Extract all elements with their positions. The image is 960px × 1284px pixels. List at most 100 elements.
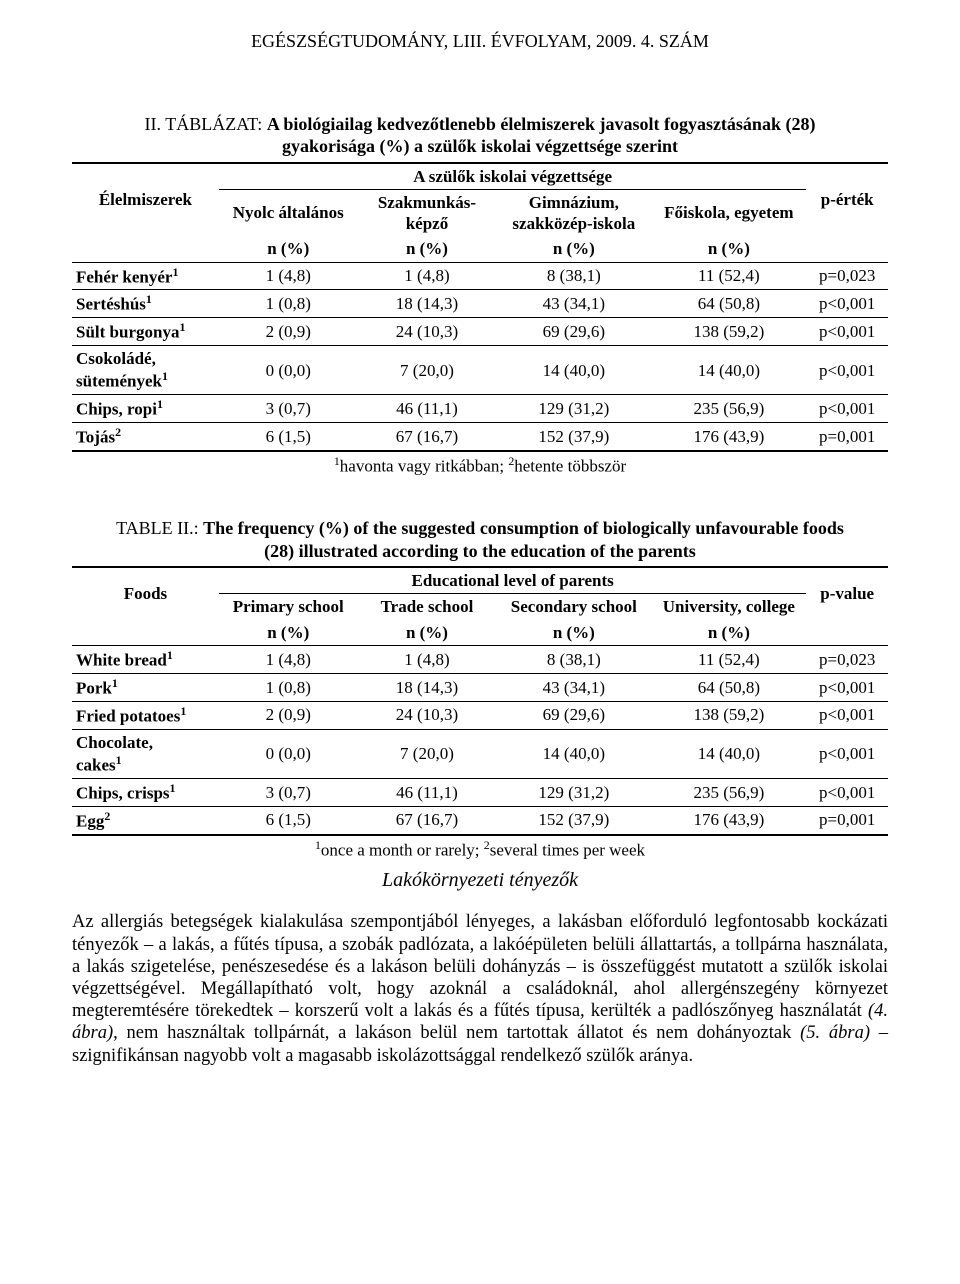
row-label: Fehér kenyér1: [72, 262, 219, 290]
row-label: Tojás2: [72, 423, 219, 451]
row-label: Chips, ropi1: [72, 395, 219, 423]
t2-body: White bread11 (4,8)1 (4,8)8 (38,1)11 (52…: [72, 645, 888, 834]
para-part-2: , nem használtak tollpárnát, a lakáson b…: [113, 1023, 800, 1043]
para-part-3: (5. ábra): [800, 1023, 870, 1043]
table-cell: 1 (4,8): [358, 262, 497, 290]
p-value-cell: p=0,001: [806, 806, 888, 834]
t2-h-c1: Primary school: [219, 594, 358, 620]
t2-h-span: Educational level of parents: [219, 567, 807, 594]
t2-u5: [806, 620, 888, 646]
table-row: Chips, ropi13 (0,7)46 (11,1)129 (31,2)23…: [72, 395, 888, 423]
table-row: Tojás26 (1,5)67 (16,7)152 (37,9)176 (43,…: [72, 423, 888, 451]
table1-caption-line1: A biológiailag kedvezőtlenebb élelmiszer…: [267, 114, 816, 134]
table-cell: 46 (11,1): [358, 778, 497, 806]
running-header: EGÉSZSÉGTUDOMÁNY, LIII. ÉVFOLYAM, 2009. …: [72, 30, 888, 53]
t1-h-span: A szülők iskolai végzettsége: [219, 163, 807, 190]
table-cell: 1 (4,8): [219, 645, 358, 673]
table1-footnote: 1havonta vagy ritkábban; 2hetente többsz…: [72, 454, 888, 477]
t1-u4: n (%): [651, 236, 806, 262]
table-cell: 7 (20,0): [358, 346, 497, 395]
table-cell: 24 (10,3): [358, 701, 497, 729]
table-row: White bread11 (4,8)1 (4,8)8 (38,1)11 (52…: [72, 645, 888, 673]
table2-caption: TABLE II.: The frequency (%) of the sugg…: [72, 517, 888, 562]
table-cell: 176 (43,9): [651, 423, 806, 451]
t2-u2: n (%): [358, 620, 497, 646]
t1-h-c4: Főiskola, egyetem: [651, 189, 806, 236]
p-value-cell: p<0,001: [806, 346, 888, 395]
t1-u2: n (%): [358, 236, 497, 262]
table-row: Sült burgonya12 (0,9)24 (10,3)69 (29,6)1…: [72, 318, 888, 346]
row-label: Chocolate,cakes1: [72, 729, 219, 778]
table-cell: 64 (50,8): [651, 290, 806, 318]
t2-h-blank: [72, 620, 219, 646]
table-cell: 7 (20,0): [358, 729, 497, 778]
table-cell: 8 (38,1): [496, 645, 651, 673]
table-cell: 1 (4,8): [358, 645, 497, 673]
t2-fn-t2: several times per week: [490, 840, 645, 859]
table-cell: 6 (1,5): [219, 423, 358, 451]
t2-u3: n (%): [496, 620, 651, 646]
table-cell: 235 (56,9): [651, 395, 806, 423]
p-value-cell: p=0,023: [806, 645, 888, 673]
table-cell: 24 (10,3): [358, 318, 497, 346]
table-cell: 138 (59,2): [651, 701, 806, 729]
table-cell: 2 (0,9): [219, 701, 358, 729]
table-row: Sertéshús11 (0,8)18 (14,3)43 (34,1)64 (5…: [72, 290, 888, 318]
row-label: White bread1: [72, 645, 219, 673]
p-value-cell: p<0,001: [806, 318, 888, 346]
t1-h-c3: Gimnázium,szakközép-iskola: [496, 189, 651, 236]
p-value-cell: p<0,001: [806, 701, 888, 729]
table-cell: 64 (50,8): [651, 673, 806, 701]
row-label: Sült burgonya1: [72, 318, 219, 346]
t1-fn-t1: havonta vagy ritkábban;: [340, 457, 509, 476]
p-value-cell: p<0,001: [806, 290, 888, 318]
t2-u1: n (%): [219, 620, 358, 646]
table-cell: 3 (0,7): [219, 395, 358, 423]
table-row: Fried potatoes12 (0,9)24 (10,3)69 (29,6)…: [72, 701, 888, 729]
table-cell: 0 (0,0): [219, 346, 358, 395]
table-cell: 43 (34,1): [496, 673, 651, 701]
table-row: Egg26 (1,5)67 (16,7)152 (37,9)176 (43,9)…: [72, 806, 888, 834]
table-cell: 18 (14,3): [358, 673, 497, 701]
table-cell: 14 (40,0): [651, 346, 806, 395]
table-cell: 129 (31,2): [496, 778, 651, 806]
table-cell: 3 (0,7): [219, 778, 358, 806]
table-row: Csokoládé,sütemények10 (0,0)7 (20,0)14 (…: [72, 346, 888, 395]
table-cell: 1 (0,8): [219, 290, 358, 318]
t1-h-rowhead: Élelmiszerek: [72, 163, 219, 237]
t2-h-c4: University, college: [651, 594, 806, 620]
t1-body: Fehér kenyér11 (4,8)1 (4,8)8 (38,1)11 (5…: [72, 262, 888, 451]
t1-h-blank: [72, 236, 219, 262]
row-label: Pork1: [72, 673, 219, 701]
t2-h-rowhead: Foods: [72, 567, 219, 620]
table-cell: 8 (38,1): [496, 262, 651, 290]
table-cell: 0 (0,0): [219, 729, 358, 778]
t1-h-c1: Nyolc általános: [219, 189, 358, 236]
table-cell: 11 (52,4): [651, 645, 806, 673]
table-cell: 1 (0,8): [219, 673, 358, 701]
table-cell: 2 (0,9): [219, 318, 358, 346]
table2-caption-lead: TABLE II.:: [116, 518, 203, 538]
table-row: Chocolate,cakes10 (0,0)7 (20,0)14 (40,0)…: [72, 729, 888, 778]
para-part-0: Az allergiás betegségek kialakulása szem…: [72, 912, 888, 1021]
table-row: Chips, crisps13 (0,7)46 (11,1)129 (31,2)…: [72, 778, 888, 806]
section-subheading: Lakókörnyezeti tényezők: [72, 868, 888, 893]
table1-caption-lead: II. TÁBLÁZAT:: [145, 114, 267, 134]
table-cell: 46 (11,1): [358, 395, 497, 423]
p-value-cell: p=0,023: [806, 262, 888, 290]
table2-caption-line2: (28) illustrated according to the educat…: [72, 540, 888, 563]
p-value-cell: p<0,001: [806, 395, 888, 423]
p-value-cell: p<0,001: [806, 729, 888, 778]
table-cell: 14 (40,0): [496, 346, 651, 395]
table-cell: 138 (59,2): [651, 318, 806, 346]
p-value-cell: p=0,001: [806, 423, 888, 451]
row-label: Fried potatoes1: [72, 701, 219, 729]
row-label: Sertéshús1: [72, 290, 219, 318]
table-cell: 14 (40,0): [496, 729, 651, 778]
t1-h-p: p-érték: [806, 163, 888, 237]
t1-u5: [806, 236, 888, 262]
body-paragraph: Az allergiás betegségek kialakulása szem…: [72, 911, 888, 1066]
table-cell: 176 (43,9): [651, 806, 806, 834]
p-value-cell: p<0,001: [806, 673, 888, 701]
table-cell: 69 (29,6): [496, 701, 651, 729]
